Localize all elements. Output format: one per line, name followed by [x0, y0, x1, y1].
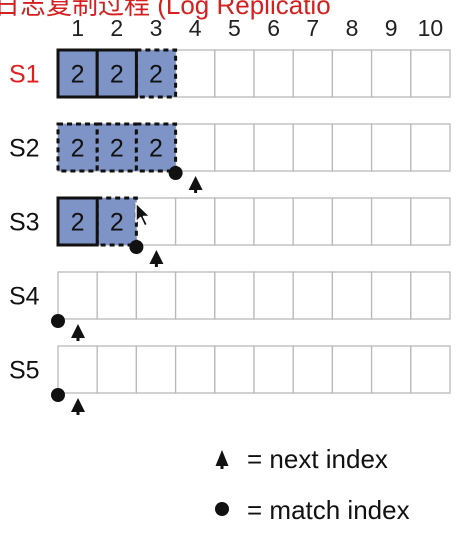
- log-slot: [253, 49, 294, 98]
- next-index-arrow-icon: [71, 324, 85, 341]
- next-index-arrow-icon: [149, 250, 164, 267]
- log-slot: [331, 197, 373, 246]
- log-slot: [292, 345, 334, 394]
- log-entry-term: 2: [110, 135, 124, 163]
- log-slot: [253, 123, 294, 172]
- log-entry-committed: [56, 196, 99, 247]
- index-label: 5: [228, 15, 241, 41]
- index-label: 2: [110, 15, 123, 41]
- log-slot: [253, 271, 294, 320]
- match-index-dot-icon: [168, 166, 183, 180]
- log-slot: [174, 345, 216, 394]
- index-label: 4: [189, 15, 202, 41]
- log-slot: [214, 49, 255, 98]
- log-slot: [370, 49, 412, 98]
- legend: = next index = match index: [215, 444, 410, 525]
- log-entry-term: 2: [71, 209, 85, 237]
- log-slot: [57, 345, 98, 394]
- next-index-arrow-icon: [71, 398, 85, 415]
- index-label: 6: [267, 15, 280, 41]
- log-entry-term: 2: [149, 135, 163, 163]
- server-label: S3: [9, 209, 40, 237]
- log-entry-pending: [56, 122, 99, 173]
- next-index-arrow-icon: [188, 176, 203, 193]
- log-slot: [253, 197, 294, 246]
- log-entry-term: 2: [110, 209, 124, 237]
- index-label: 8: [346, 15, 359, 41]
- server-label: S1: [9, 61, 40, 89]
- log-entry-committed: [95, 48, 138, 99]
- match-index-dot-icon: [51, 314, 65, 328]
- log-slot: [410, 197, 451, 246]
- index-label: 1: [71, 15, 84, 41]
- log-slot: [410, 345, 451, 394]
- log-slot: [57, 271, 98, 320]
- index-label: 7: [306, 15, 319, 41]
- log-slot: [292, 49, 334, 98]
- log-slot: [292, 197, 334, 246]
- log-slot: [174, 197, 216, 246]
- log-entry-committed: [56, 48, 99, 99]
- dot-icon: [215, 502, 229, 516]
- log-slot: [135, 345, 177, 394]
- log-slot: [96, 271, 138, 320]
- server-row-s3: S3 2 2: [9, 196, 451, 267]
- log-slot: [370, 345, 412, 394]
- server-label: S5: [9, 357, 40, 385]
- log-slot: [214, 197, 255, 246]
- index-label: 3: [150, 15, 163, 41]
- log-slot: [214, 123, 255, 172]
- log-slot: [410, 49, 451, 98]
- index-label: 10: [418, 15, 444, 41]
- diagram-title: 日志复制过程 (Log Replicatio: [0, 0, 331, 20]
- log-slot: [253, 345, 294, 394]
- log-slot: [292, 271, 334, 320]
- log-slot: [331, 49, 373, 98]
- log-slot: [370, 123, 412, 172]
- log-entry-pending: [134, 48, 178, 99]
- legend-next-index-label: = next index: [247, 444, 388, 474]
- triangle-up-icon: [215, 450, 229, 466]
- log-slot: [370, 271, 412, 320]
- log-slot: [214, 345, 255, 394]
- server-label: S4: [9, 283, 40, 311]
- index-label: 9: [385, 15, 398, 41]
- log-slot: [174, 49, 216, 98]
- match-index-dot-icon: [129, 240, 144, 254]
- log-entry-term: 2: [149, 61, 163, 89]
- server-label: S2: [9, 135, 40, 163]
- log-slot: [410, 271, 451, 320]
- log-slot: [331, 345, 373, 394]
- log-slot: [174, 271, 216, 320]
- log-slot: [135, 271, 177, 320]
- server-row-s4: S4: [9, 271, 451, 341]
- log-entry-pending: [95, 122, 138, 173]
- log-slot: [410, 123, 451, 172]
- index-header-row: 1 2 3 4 5 6 7 8 9 10: [71, 15, 443, 41]
- triangle-up-icon-stem: [220, 463, 224, 469]
- server-row-s5: S5: [9, 345, 451, 415]
- log-slot: [214, 271, 255, 320]
- server-row-s2: S2 2 2 2: [9, 122, 451, 193]
- mouse-pointer-icon: [135, 202, 151, 227]
- legend-match-index-label: = match index: [247, 495, 410, 525]
- log-entry-term: 2: [71, 135, 85, 163]
- log-slot: [331, 271, 373, 320]
- match-index-dot-icon: [51, 388, 65, 402]
- log-slot: [96, 345, 138, 394]
- log-slot: [292, 123, 334, 172]
- log-entry-term: 2: [110, 61, 124, 89]
- log-entry-term: 2: [71, 61, 85, 89]
- server-row-s1: S1 2 2 2: [9, 48, 451, 99]
- log-slot: [331, 123, 373, 172]
- log-slot: [174, 123, 216, 172]
- log-entry-pending: [134, 122, 178, 173]
- log-slot: [370, 197, 412, 246]
